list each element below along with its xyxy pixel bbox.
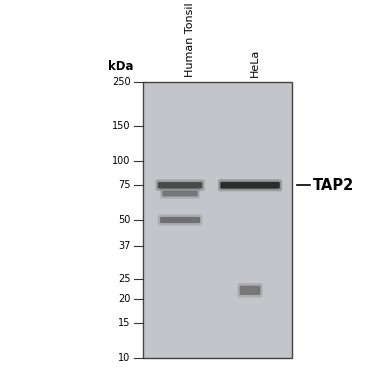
Text: HeLa: HeLa xyxy=(250,49,260,77)
Text: 25: 25 xyxy=(118,274,130,284)
FancyBboxPatch shape xyxy=(156,180,205,191)
Bar xyxy=(143,82,292,358)
FancyBboxPatch shape xyxy=(162,191,198,196)
Text: 100: 100 xyxy=(112,156,130,166)
Text: 20: 20 xyxy=(118,294,130,303)
Text: 150: 150 xyxy=(112,121,130,131)
FancyBboxPatch shape xyxy=(160,188,200,199)
Text: 15: 15 xyxy=(118,318,130,328)
FancyBboxPatch shape xyxy=(218,179,282,191)
Text: 75: 75 xyxy=(118,180,130,190)
FancyBboxPatch shape xyxy=(158,182,203,189)
FancyBboxPatch shape xyxy=(158,214,203,226)
Text: kDa: kDa xyxy=(108,60,134,73)
Text: TAP2: TAP2 xyxy=(313,178,354,193)
FancyBboxPatch shape xyxy=(237,283,263,298)
Text: 250: 250 xyxy=(112,77,130,87)
Text: 37: 37 xyxy=(118,241,130,251)
Text: Human Tonsil: Human Tonsil xyxy=(184,3,195,77)
FancyBboxPatch shape xyxy=(220,182,280,189)
FancyBboxPatch shape xyxy=(240,286,261,295)
Text: 10: 10 xyxy=(118,353,130,363)
FancyBboxPatch shape xyxy=(160,217,200,223)
Text: 50: 50 xyxy=(118,215,130,225)
